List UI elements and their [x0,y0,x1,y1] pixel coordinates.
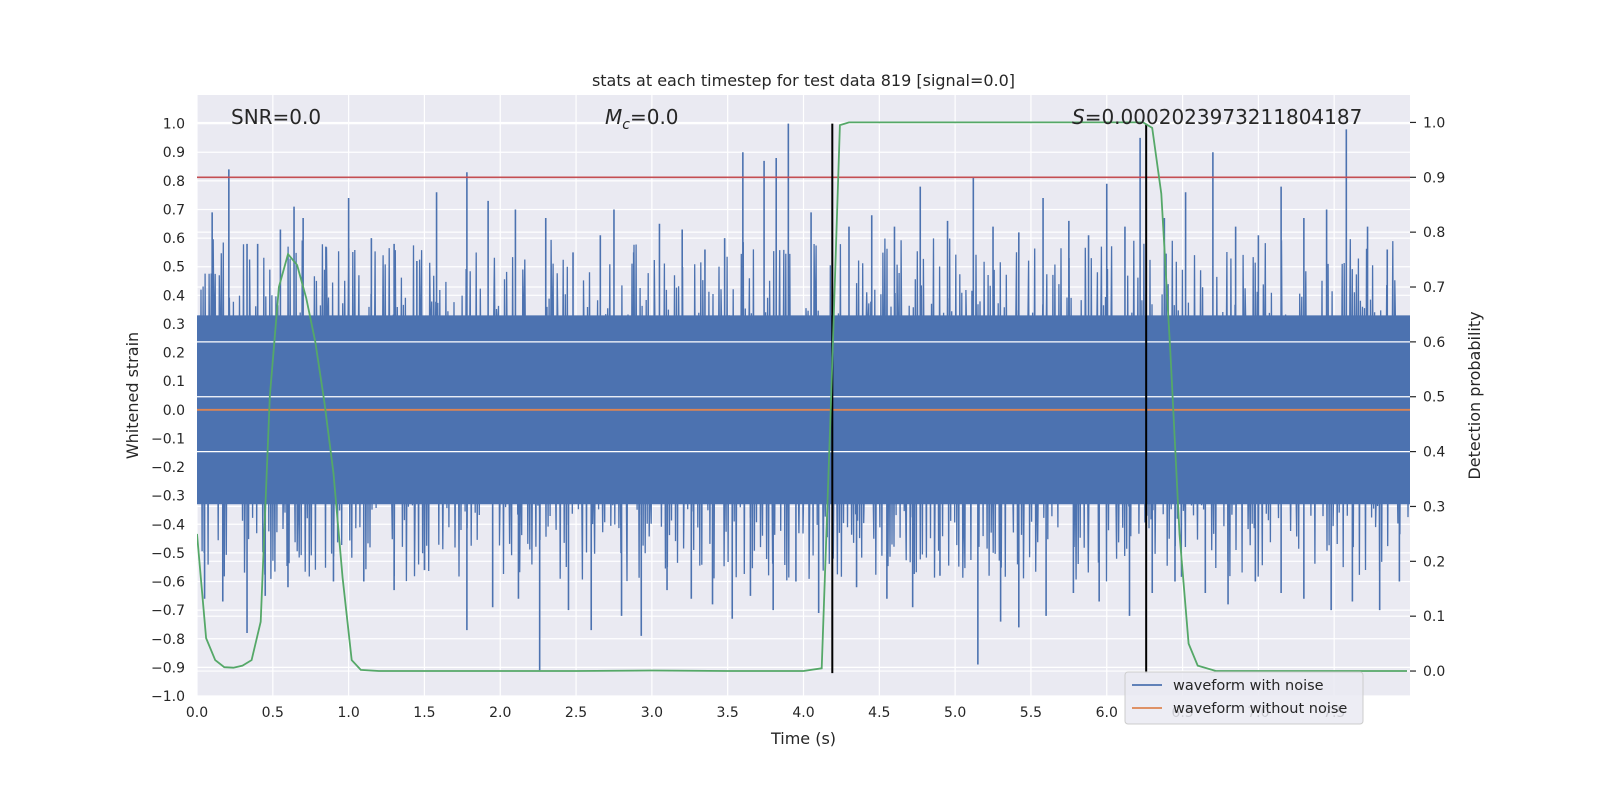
y-tick-label: −0.5 [151,546,185,562]
y-tick-label: 0.5 [163,260,185,276]
y-tick-label: −0.3 [151,489,185,505]
x-tick-label: 3.0 [641,705,663,721]
y-tick-label: 0.6 [163,231,185,247]
y2-axis-ticks: 0.0 0.1 0.2 0.3 0.4 0.5 0.6 0.7 0.8 0.9 1.0 [1410,115,1445,680]
x-axis-label: Time (s) [770,729,836,748]
y2-tick-label: 0.2 [1423,554,1445,570]
legend-label-clean: waveform without noise [1173,701,1347,717]
x-tick-label: 0.0 [186,705,208,721]
x-tick-label: 6.0 [1096,705,1118,721]
legend-box [1124,671,1364,725]
y-tick-label: 0.3 [163,317,185,333]
legend-label-noisy: waveform with noise [1173,678,1324,694]
mc-value: =0.0 [630,105,679,129]
y-tick-label: 1.0 [163,117,185,133]
mc-symbol: M [605,105,622,129]
y-tick-label: −0.2 [151,460,185,476]
x-tick-label: 4.5 [868,705,890,721]
y-tick-label: 0.2 [163,346,185,362]
snr-annotation: SNR=0.0 [231,105,321,129]
y-tick-label: −0.6 [151,575,185,591]
detection-probability-line [197,121,1407,672]
y-tick-label: −0.8 [151,632,185,648]
y2-tick-label: 1.0 [1423,115,1445,131]
y2-tick-label: 0.0 [1423,664,1445,680]
x-tick-label: 4.0 [792,705,814,721]
x-tick-label: 5.5 [1020,705,1042,721]
y2-tick-label: 0.9 [1423,170,1445,186]
y2-tick-label: 0.7 [1423,280,1445,296]
y-tick-label: 0.4 [163,288,185,304]
x-tick-label: 2.5 [565,705,587,721]
chirp-mass-annotation: Mc=0.0 [605,105,679,133]
y2-tick-label: 0.3 [1423,499,1445,515]
y-tick-label: 0.0 [163,403,185,419]
s-symbol: S [1072,105,1085,129]
plot-series [197,121,1410,674]
y2-tick-label: 0.8 [1423,225,1445,241]
x-tick-label: 1.5 [413,705,435,721]
x-tick-label: 1.0 [337,705,359,721]
y-tick-label: −1.0 [151,689,185,705]
y-axis-label: Whitened strain [123,332,142,459]
y2-axis-label: Detection probability [1465,311,1484,479]
x-tick-label: 3.5 [717,705,739,721]
mc-subscript: c [622,117,630,133]
x-tick-label: 5.0 [944,705,966,721]
chart-title: stats at each timestep for test data 819… [592,71,1015,90]
y2-tick-label: 0.5 [1423,390,1445,406]
y-tick-label: −0.1 [151,431,185,447]
y-axis-ticks: −1.0 −0.9 −0.8 −0.7 −0.6 −0.5 −0.4 −0.3 −0.2 −0.1… [151,117,185,705]
y-tick-label: 0.9 [163,145,185,161]
y2-tick-label: 0.4 [1423,445,1445,461]
x-tick-label: 2.0 [489,705,511,721]
legend: waveform with noise waveform without noi… [1124,671,1364,725]
y-tick-label: −0.9 [151,660,185,676]
y-tick-label: 0.1 [163,374,185,390]
y-tick-label: −0.7 [151,603,185,619]
x-tick-label: 0.5 [262,705,284,721]
y2-tick-label: 0.6 [1423,335,1445,351]
y-tick-label: 0.7 [163,202,185,218]
score-annotation: S=0.0002023973211804187 [1072,105,1362,129]
s-value: =0.0002023973211804187 [1085,105,1363,129]
y2-tick-label: 0.1 [1423,609,1445,625]
y-tick-label: 0.8 [163,174,185,190]
y-tick-label: −0.4 [151,517,185,533]
